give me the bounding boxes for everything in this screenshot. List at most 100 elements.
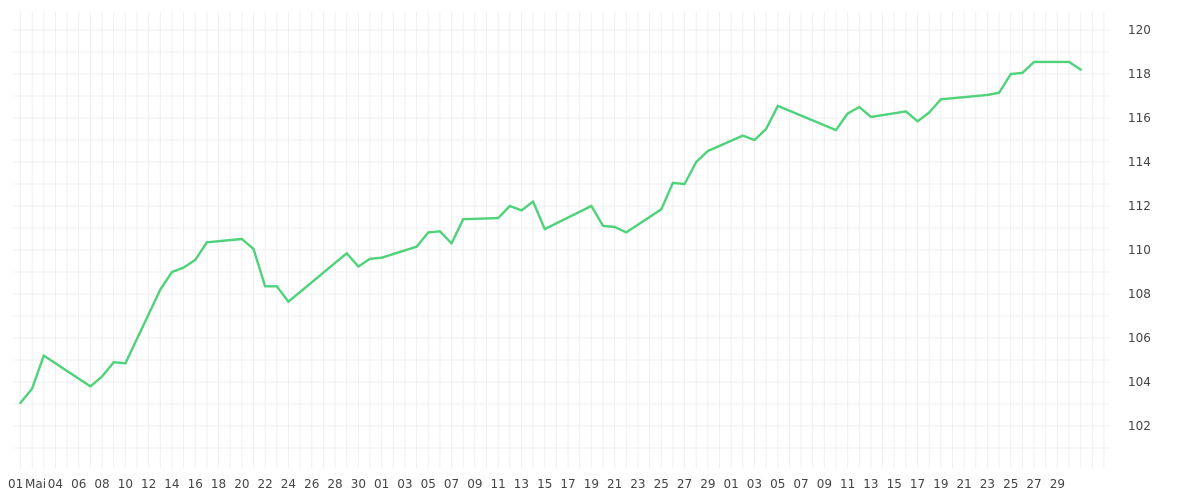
data-point xyxy=(508,204,511,208)
x-tick-label: 17 xyxy=(560,477,575,491)
data-point xyxy=(741,134,744,137)
data-point xyxy=(997,91,1001,94)
data-point xyxy=(543,227,546,231)
x-tick-label: 20 xyxy=(234,477,249,491)
data-point xyxy=(858,105,861,109)
x-tick-label: 29 xyxy=(700,477,715,491)
data-point xyxy=(450,242,453,245)
x-tick-label: 01 xyxy=(724,477,739,491)
data-point xyxy=(613,225,616,229)
x-tick-label: 03 xyxy=(397,477,412,491)
data-point xyxy=(625,231,628,234)
data-point xyxy=(19,401,22,405)
data-point xyxy=(462,218,465,221)
data-point xyxy=(112,361,115,364)
x-tick-label: 19 xyxy=(933,477,948,491)
data-point xyxy=(939,98,943,101)
x-tick-label: 15 xyxy=(537,477,552,491)
data-point xyxy=(100,375,104,378)
x-tick-label: 03 xyxy=(747,477,762,491)
data-point xyxy=(660,208,663,211)
x-tick-label: 25 xyxy=(654,477,669,491)
data-point xyxy=(345,252,348,255)
x-axis: 01 Mai 04 06 08 10 12 14 16 18 20 22 24 26 28 30 01 03 05 0… xyxy=(8,477,1065,491)
data-point xyxy=(124,362,127,365)
data-point xyxy=(159,288,162,291)
y-tick-label: 102 xyxy=(1128,419,1151,433)
y-axis: 102 104 106 108 110 112 114 116 118 120 xyxy=(1128,23,1151,433)
y-tick-label: 108 xyxy=(1128,287,1151,301)
x-tick-label: 07 xyxy=(793,477,808,491)
x-tick-label: 10 xyxy=(118,477,133,491)
x-tick-label: 23 xyxy=(980,477,995,491)
x-tick-label: 19 xyxy=(584,477,599,491)
x-tick-label: 24 xyxy=(281,477,296,491)
data-point xyxy=(368,257,372,260)
y-tick-label: 120 xyxy=(1128,23,1151,37)
data-point xyxy=(601,224,605,227)
x-tick-label: 01 xyxy=(8,477,23,491)
y-tick-label: 118 xyxy=(1128,67,1151,81)
x-tick-label: 01 xyxy=(374,477,389,491)
data-point xyxy=(520,209,523,212)
data-point xyxy=(1032,60,1036,64)
x-tick-label: 07 xyxy=(444,477,459,491)
x-tick-label: 05 xyxy=(770,477,785,491)
x-tick-label: 23 xyxy=(630,477,645,491)
data-point xyxy=(1009,72,1012,76)
x-tick-label: 27 xyxy=(677,477,692,491)
data-point xyxy=(531,200,535,203)
data-point xyxy=(904,110,908,113)
data-point xyxy=(1067,60,1071,64)
data-point xyxy=(671,181,675,185)
data-point xyxy=(846,112,849,115)
data-point xyxy=(263,285,267,288)
x-tick-label: 13 xyxy=(514,477,529,491)
y-tick-label: 106 xyxy=(1128,331,1151,345)
x-tick-label: 22 xyxy=(258,477,273,491)
data-point xyxy=(415,245,418,248)
data-point xyxy=(205,241,209,244)
data-point xyxy=(590,204,593,208)
data-point xyxy=(438,230,442,233)
x-tick-label: 16 xyxy=(188,477,203,491)
x-tick-label: 30 xyxy=(351,477,366,491)
x-tick-label: 28 xyxy=(327,477,342,491)
data-point xyxy=(1079,68,1082,71)
x-tick-label: 09 xyxy=(817,477,832,491)
data-point xyxy=(275,285,278,288)
x-tick-label: 08 xyxy=(94,477,109,491)
x-tick-label: 29 xyxy=(1050,477,1065,491)
data-point xyxy=(30,387,34,390)
x-tick-label: 21 xyxy=(607,477,622,491)
x-tick-label: 11 xyxy=(491,477,506,491)
data-point xyxy=(427,231,430,234)
data-point xyxy=(240,237,244,241)
x-tick-label: 26 xyxy=(304,477,319,491)
x-tick-label: 04 xyxy=(48,477,63,491)
x-tick-label: 09 xyxy=(467,477,482,491)
x-tick-label: 05 xyxy=(421,477,436,491)
chart-grid xyxy=(14,12,1110,468)
data-point xyxy=(986,93,989,97)
data-point xyxy=(252,247,255,251)
x-tick-label: 14 xyxy=(164,477,179,491)
x-tick-label: 11 xyxy=(840,477,855,491)
data-point xyxy=(683,182,686,186)
y-tick-label: 116 xyxy=(1128,111,1151,125)
x-tick-label: 17 xyxy=(910,477,925,491)
data-point xyxy=(357,265,360,268)
y-tick-label: 114 xyxy=(1128,155,1151,169)
data-point xyxy=(1044,60,1047,64)
x-tick-label: 13 xyxy=(863,477,878,491)
data-point xyxy=(496,216,500,220)
series-layer xyxy=(19,60,1082,405)
data-point xyxy=(380,256,383,259)
x-tick-label: 15 xyxy=(887,477,902,491)
y-tick-label: 112 xyxy=(1128,199,1151,213)
data-point xyxy=(194,258,197,262)
data-point xyxy=(776,104,779,108)
x-tick-label: 21 xyxy=(957,477,972,491)
y-tick-label: 104 xyxy=(1128,375,1151,389)
